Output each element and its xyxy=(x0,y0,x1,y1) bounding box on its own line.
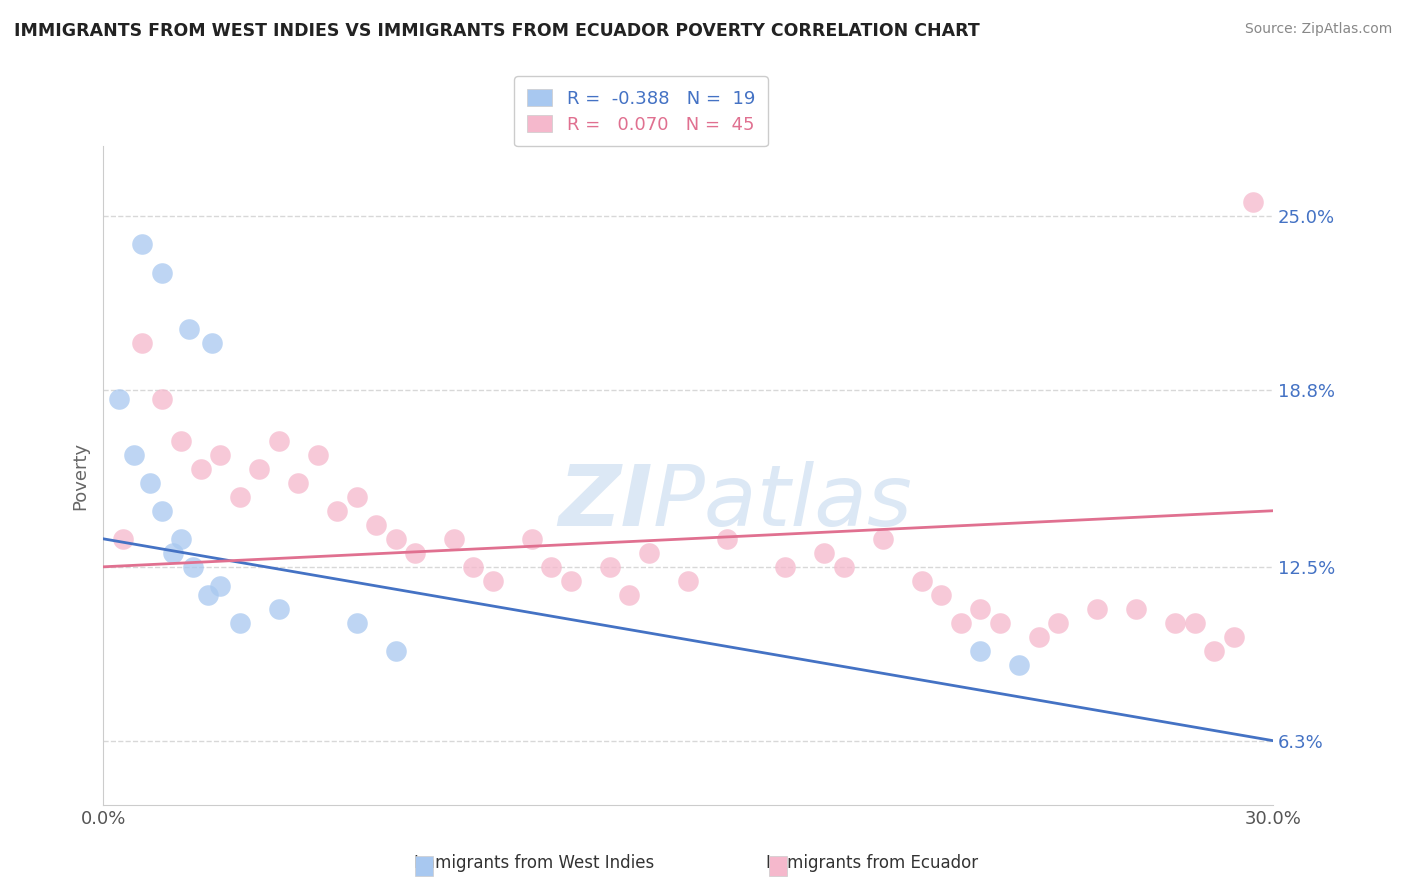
Point xyxy=(619,588,641,602)
Point xyxy=(150,504,173,518)
Point xyxy=(107,392,129,406)
Point xyxy=(1047,615,1070,630)
Point xyxy=(988,615,1011,630)
Point xyxy=(287,475,309,490)
Point xyxy=(190,461,212,475)
Point xyxy=(209,579,232,593)
Point xyxy=(775,559,797,574)
Text: Immigrants from West Indies: Immigrants from West Indies xyxy=(415,855,654,872)
Point xyxy=(197,588,219,602)
Point xyxy=(170,532,193,546)
Point xyxy=(124,448,146,462)
Text: Source: ZipAtlas.com: Source: ZipAtlas.com xyxy=(1244,22,1392,37)
Point xyxy=(482,574,505,588)
Point xyxy=(201,335,224,350)
Point xyxy=(1125,602,1147,616)
Point xyxy=(638,546,661,560)
Point xyxy=(228,490,250,504)
Point xyxy=(1008,657,1031,672)
Point xyxy=(1222,630,1244,644)
Point xyxy=(911,574,934,588)
Point xyxy=(1184,615,1206,630)
Point xyxy=(463,559,485,574)
Point xyxy=(162,546,184,560)
Point xyxy=(209,448,232,462)
Point xyxy=(540,559,562,574)
Point xyxy=(1085,602,1108,616)
Point xyxy=(364,517,387,532)
Text: ZI: ZI xyxy=(558,460,652,543)
Point xyxy=(131,237,153,252)
Point xyxy=(346,615,368,630)
Point xyxy=(150,266,173,280)
Point xyxy=(969,644,991,658)
Point xyxy=(384,644,406,658)
Point xyxy=(560,574,582,588)
Point xyxy=(346,490,368,504)
Text: Patlas: Patlas xyxy=(652,460,912,543)
Point xyxy=(1204,644,1226,658)
Point xyxy=(150,392,173,406)
Point xyxy=(228,615,250,630)
Point xyxy=(1241,195,1264,210)
Point xyxy=(307,448,329,462)
Point xyxy=(139,475,162,490)
Point xyxy=(1164,615,1187,630)
Point xyxy=(832,559,855,574)
Point xyxy=(716,532,738,546)
Point xyxy=(520,532,543,546)
Point xyxy=(949,615,972,630)
Y-axis label: Poverty: Poverty xyxy=(72,442,89,510)
Point xyxy=(384,532,406,546)
Point xyxy=(1028,630,1050,644)
Point xyxy=(131,335,153,350)
Point xyxy=(247,461,270,475)
Text: IMMIGRANTS FROM WEST INDIES VS IMMIGRANTS FROM ECUADOR POVERTY CORRELATION CHART: IMMIGRANTS FROM WEST INDIES VS IMMIGRANT… xyxy=(14,22,980,40)
Point xyxy=(404,546,426,560)
Point xyxy=(181,559,204,574)
Point xyxy=(170,434,193,448)
Point xyxy=(177,321,200,335)
Point xyxy=(326,504,349,518)
Point xyxy=(969,602,991,616)
Legend: R =  -0.388   N =  19, R =   0.070   N =  45: R = -0.388 N = 19, R = 0.070 N = 45 xyxy=(515,77,768,146)
Point xyxy=(872,532,894,546)
Point xyxy=(929,588,952,602)
Point xyxy=(267,434,290,448)
Point xyxy=(676,574,699,588)
Point xyxy=(267,602,290,616)
Point xyxy=(813,546,835,560)
Point xyxy=(443,532,465,546)
Point xyxy=(599,559,621,574)
Text: Immigrants from Ecuador: Immigrants from Ecuador xyxy=(766,855,977,872)
Point xyxy=(111,532,134,546)
